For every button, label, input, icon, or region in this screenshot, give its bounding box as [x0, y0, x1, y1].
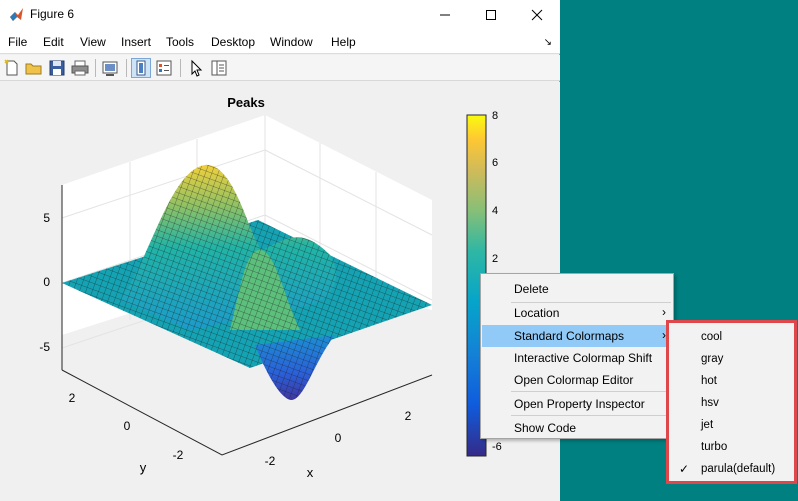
z-tick-label: 5 [43, 211, 50, 225]
toolbar-separator [95, 59, 96, 77]
colorbar-icon [136, 60, 146, 76]
save-icon[interactable] [47, 58, 67, 78]
print-icon[interactable] [70, 58, 90, 78]
colormap-item-hot[interactable]: hot [701, 375, 717, 387]
menu-item-interactive-colormap-shift[interactable]: Interactive Colormap Shift [514, 351, 653, 365]
menu-tools[interactable]: Tools [166, 35, 195, 49]
submenu-arrow-icon: › [662, 328, 666, 342]
colormaps-submenu: cool gray hot hsv jet turbo ✓ parula(def… [668, 322, 796, 482]
menu-help[interactable]: Help [331, 35, 356, 49]
figure-toolbar [0, 55, 560, 81]
z-tick-label: 0 [43, 275, 50, 289]
legend-icon[interactable] [154, 58, 174, 78]
figure-window: Figure 6 File Edit View Insert Tools Des… [0, 0, 560, 501]
y-tick-label: 0 [124, 419, 131, 433]
menu-item-open-colormap-editor[interactable]: Open Colormap Editor [514, 373, 634, 387]
close-button[interactable] [514, 0, 560, 30]
y-tick-label: 2 [69, 391, 76, 405]
menu-item-standard-colormaps[interactable]: Standard Colormaps › [482, 325, 672, 347]
menu-view[interactable]: View [80, 35, 106, 49]
edit-plot-pointer-icon[interactable] [186, 58, 206, 78]
colorbar-tick-label: -6 [492, 441, 502, 453]
maximize-button[interactable] [468, 0, 514, 30]
colormap-item-parula[interactable]: ✓ parula(default) [679, 462, 776, 476]
maximize-icon [486, 10, 496, 20]
menu-insert[interactable]: Insert [121, 35, 152, 49]
colorbar-toggle-button[interactable] [131, 58, 151, 78]
colormap-item-hsv[interactable]: hsv [701, 397, 719, 409]
link-plot-icon[interactable] [100, 58, 120, 78]
toolbar-separator [126, 59, 127, 77]
dock-arrow-icon[interactable]: ↘ [543, 37, 552, 48]
menu-item-location[interactable]: Location › [514, 305, 666, 320]
menu-item-show-code[interactable]: Show Code [514, 421, 577, 435]
plot-title: Peaks [227, 95, 265, 110]
minimize-icon [440, 14, 450, 16]
matlab-logo-icon [10, 8, 23, 21]
z-tick-label: -5 [39, 340, 50, 354]
submenu-arrow-icon: › [662, 305, 666, 319]
checkmark-icon: ✓ [679, 462, 690, 476]
colormap-item-cool[interactable]: cool [701, 331, 723, 343]
colorbar-tick-label: 4 [492, 205, 498, 217]
window-title: Figure 6 [30, 7, 75, 21]
menu-edit[interactable]: Edit [43, 35, 64, 49]
x-tick-label: 2 [405, 409, 412, 423]
menu-item-open-property-inspector[interactable]: Open Property Inspector [514, 397, 645, 411]
colormap-item-jet[interactable]: jet [701, 419, 714, 431]
figure-canvas: Peaks 5 0 -5 2 0 -2 -2 0 2 x y 8 6 4 2 -… [0, 82, 560, 501]
open-file-icon[interactable] [24, 58, 44, 78]
menu-separator [511, 391, 671, 392]
property-inspector-icon[interactable] [209, 58, 229, 78]
colorbar-tick-label: 2 [492, 253, 498, 265]
menu-desktop[interactable]: Desktop [211, 35, 256, 49]
menu-item-delete[interactable]: Delete [514, 282, 549, 296]
toolbar-separator [180, 59, 181, 77]
plot-canvas: Peaks 5 0 -5 2 0 -2 -2 0 2 x y 8 6 4 2 -… [39, 95, 502, 480]
new-figure-icon[interactable] [2, 58, 22, 78]
x-tick-label: 0 [335, 431, 342, 445]
x-axis-label: x [307, 465, 314, 480]
y-tick-label: -2 [173, 448, 184, 462]
menu-window[interactable]: Window [270, 35, 313, 49]
colorbar-tick-label: 8 [492, 110, 498, 122]
colormap-item-gray[interactable]: gray [701, 353, 724, 365]
colorbar-context-menu: Delete Location › Standard Colormaps › I… [480, 273, 674, 439]
title-bar[interactable]: Figure 6 [0, 0, 560, 30]
y-axis-label: y [140, 460, 147, 475]
colorbar-tick-label: 6 [492, 157, 498, 169]
minimize-button[interactable] [422, 0, 468, 30]
menu-bar: File Edit View Insert Tools Desktop Wind… [0, 30, 560, 54]
x-tick-label: -2 [265, 454, 276, 468]
colormap-item-turbo[interactable]: turbo [701, 441, 728, 453]
close-icon [531, 9, 543, 21]
menu-separator [511, 302, 671, 303]
menu-file[interactable]: File [8, 35, 28, 49]
menu-separator [511, 415, 671, 416]
